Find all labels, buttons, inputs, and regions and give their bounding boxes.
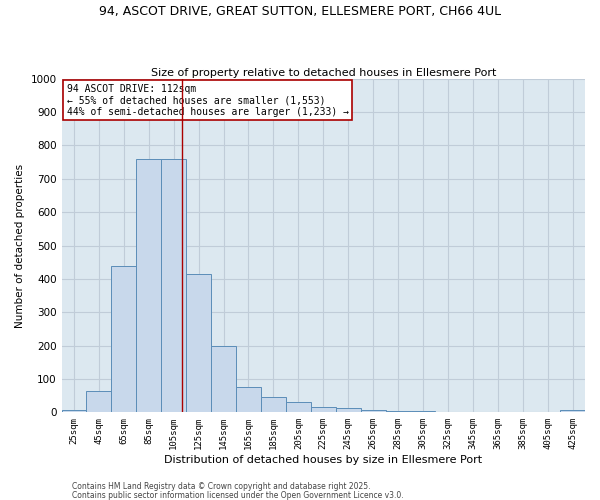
Text: 94 ASCOT DRIVE: 112sqm
← 55% of detached houses are smaller (1,553)
44% of semi-: 94 ASCOT DRIVE: 112sqm ← 55% of detached… <box>67 84 349 117</box>
X-axis label: Distribution of detached houses by size in Ellesmere Port: Distribution of detached houses by size … <box>164 455 482 465</box>
Bar <box>311 408 336 412</box>
Bar <box>161 159 186 412</box>
Text: Contains HM Land Registry data © Crown copyright and database right 2025.: Contains HM Land Registry data © Crown c… <box>72 482 371 491</box>
Bar <box>86 390 112 412</box>
Bar <box>62 410 86 412</box>
Bar <box>286 402 311 412</box>
Bar <box>336 408 361 412</box>
Bar <box>410 411 436 412</box>
Text: 94, ASCOT DRIVE, GREAT SUTTON, ELLESMERE PORT, CH66 4UL: 94, ASCOT DRIVE, GREAT SUTTON, ELLESMERE… <box>99 5 501 18</box>
Bar <box>112 266 136 412</box>
Bar <box>236 388 261 412</box>
Bar <box>186 274 211 412</box>
Title: Size of property relative to detached houses in Ellesmere Port: Size of property relative to detached ho… <box>151 68 496 78</box>
Bar <box>261 398 286 412</box>
Bar <box>386 410 410 412</box>
Text: Contains public sector information licensed under the Open Government Licence v3: Contains public sector information licen… <box>72 490 404 500</box>
Y-axis label: Number of detached properties: Number of detached properties <box>15 164 25 328</box>
Bar <box>211 346 236 412</box>
Bar <box>560 410 585 412</box>
Bar <box>361 410 386 412</box>
Bar <box>136 159 161 412</box>
